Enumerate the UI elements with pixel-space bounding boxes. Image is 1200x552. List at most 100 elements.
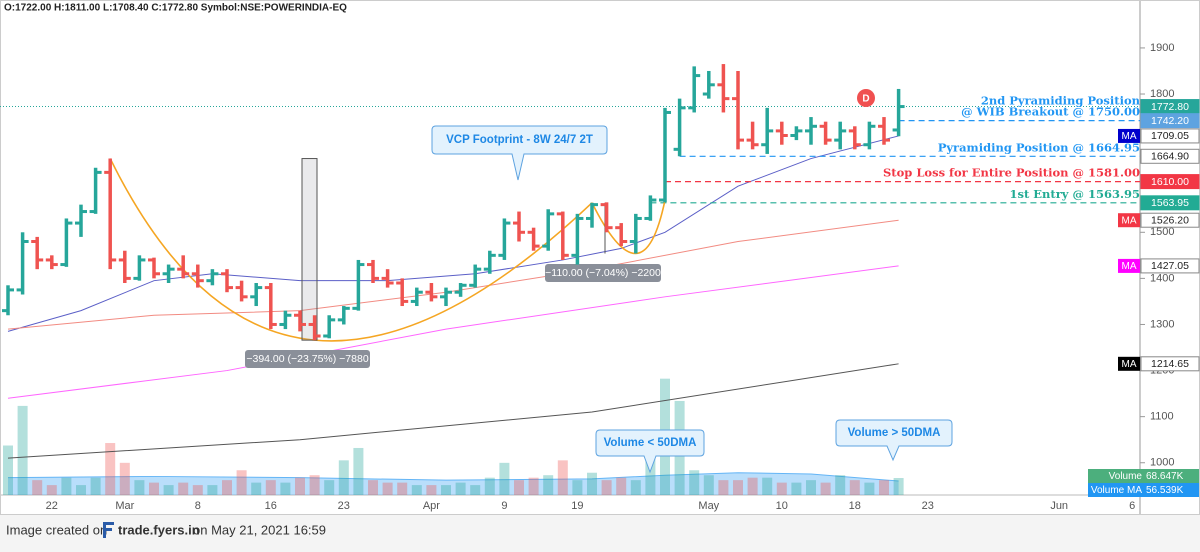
brand-logo xyxy=(103,522,114,538)
last-price-label: 1772.80 xyxy=(1151,101,1189,113)
y-tick-label: 1400 xyxy=(1150,272,1174,284)
volume-bar xyxy=(470,485,481,495)
volume-tag: Volume MA xyxy=(1091,485,1142,496)
level-price-label-box xyxy=(1140,174,1200,190)
volume-bar xyxy=(849,480,860,495)
volume-bar xyxy=(382,482,393,495)
volume-bar xyxy=(616,477,627,495)
volume-bar xyxy=(295,477,305,495)
volume-bar xyxy=(879,480,889,495)
volume-bar xyxy=(17,405,28,495)
header: O:1722.00 H:1811.00 L:1708.40 C:1772.80 … xyxy=(4,3,347,14)
volume-label-box xyxy=(1088,483,1199,497)
x-tick-label: 6 xyxy=(1129,500,1135,512)
x-tick-label: 8 xyxy=(195,500,201,512)
volume-bar xyxy=(791,482,802,495)
y-tick-label: 1100 xyxy=(1150,411,1174,423)
volume-bar xyxy=(689,470,700,495)
x-tick-label: May xyxy=(698,500,719,512)
volume-bar xyxy=(105,443,116,495)
y-tick-label: 1300 xyxy=(1150,318,1174,330)
footer-prefix: Image created on xyxy=(6,522,107,537)
y-tick-label: 1000 xyxy=(1150,457,1174,469)
ma-tag: MA xyxy=(1122,359,1137,370)
x-tick-label: 19 xyxy=(571,500,583,512)
volume-tag: Volume xyxy=(1109,471,1143,482)
volume-bar xyxy=(806,480,816,495)
volume-bar xyxy=(484,477,495,495)
x-tick-label: 10 xyxy=(776,500,788,512)
ma-price-label-box xyxy=(1140,128,1200,144)
footer-brand: trade.fyers.in xyxy=(118,522,200,537)
volume-bar xyxy=(733,480,743,495)
volume-ma-area xyxy=(8,472,899,495)
x-tick-label: 23 xyxy=(338,500,350,512)
level-price-label: 1610.00 xyxy=(1151,176,1189,188)
volume-bar xyxy=(528,477,539,495)
footer-suffix: on May 21, 2021 16:59 xyxy=(193,522,326,537)
volume-value: 68.647K xyxy=(1146,471,1184,482)
volume-bar xyxy=(368,480,378,495)
volume-bar xyxy=(280,482,291,495)
x-tick-label: 9 xyxy=(501,500,507,512)
ma-price-label-box xyxy=(1140,258,1200,274)
ma-tag: MA xyxy=(1122,261,1137,272)
ma-tag-box xyxy=(1118,128,1140,143)
volume-bar xyxy=(90,477,101,495)
measure-range xyxy=(301,158,318,341)
volume-bar xyxy=(601,480,612,495)
ma-price-label-box xyxy=(1140,356,1200,372)
ma-tag: MA xyxy=(1122,131,1137,142)
volume-bar xyxy=(718,480,729,495)
volume-bar xyxy=(32,480,43,495)
volume-bar xyxy=(178,482,189,495)
volume-bar xyxy=(557,460,568,495)
level-price-label-box xyxy=(1140,113,1200,129)
volume-bar xyxy=(76,485,86,495)
volume-bar xyxy=(324,480,335,495)
y-tick-label: 1900 xyxy=(1150,42,1174,54)
footer-bar xyxy=(0,515,1200,552)
volume-bar xyxy=(149,482,159,495)
y-tick-label: 1800 xyxy=(1150,88,1174,100)
x-tick-label: Mar xyxy=(115,500,134,512)
volume-bar xyxy=(3,445,13,495)
x-tick-label: 18 xyxy=(849,500,861,512)
volume-bar xyxy=(747,477,758,495)
callout xyxy=(595,429,705,474)
callout-text: Volume < 50DMA xyxy=(604,437,697,449)
ma-tag: MA xyxy=(1122,215,1137,226)
moving-average xyxy=(7,265,899,399)
measure-box xyxy=(545,264,661,282)
level-price-label-box xyxy=(1140,195,1200,211)
volume-bar xyxy=(236,470,247,495)
volume-bar xyxy=(251,482,262,495)
volume-bar xyxy=(338,460,349,495)
volume-bar xyxy=(119,462,130,495)
measure-box xyxy=(245,350,370,368)
volume-bar xyxy=(645,455,656,495)
x-tick-label: 23 xyxy=(922,500,934,512)
cup-curve xyxy=(591,199,666,255)
level-text: @ WIB Breakout @ 1750.00 xyxy=(961,105,1140,119)
volume-value: 56.539K xyxy=(1146,485,1184,496)
level-price-label-box xyxy=(1140,148,1200,164)
callout-text: VCP Footprint - 8W 24/7 2T xyxy=(446,134,593,146)
level-text: Stop Loss for Entire Position @ 1581.00 xyxy=(883,166,1140,180)
volume-bar xyxy=(543,475,554,495)
level-text: 1st Entry @ 1563.95 xyxy=(1010,187,1141,201)
logo xyxy=(103,522,114,538)
x-tick-label: Jun xyxy=(1050,500,1068,512)
volume-bar xyxy=(265,480,276,495)
volume-bar xyxy=(163,485,174,495)
volume-label-box xyxy=(1088,469,1199,483)
event-marker-label: D xyxy=(862,94,869,105)
ma-price-label: 1427.05 xyxy=(1151,260,1189,272)
measure-label: −110.00 (−7.04%) −2200 xyxy=(545,267,661,279)
volume-bar xyxy=(587,472,597,495)
level-price-label: 1664.90 xyxy=(1151,151,1189,163)
volume-bar xyxy=(61,477,72,495)
callout xyxy=(431,125,608,181)
callout-text: Volume > 50DMA xyxy=(848,427,941,439)
